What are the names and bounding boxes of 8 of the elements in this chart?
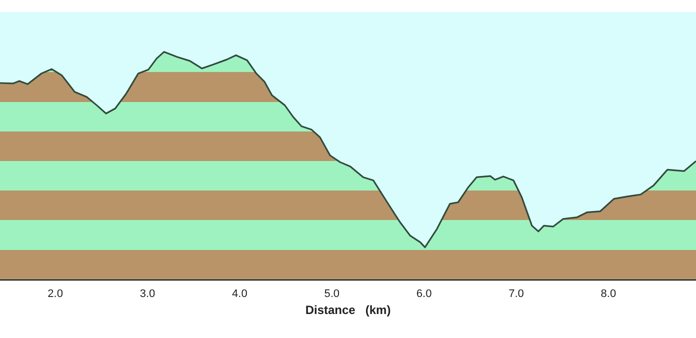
x-tick-label: 5.0: [324, 288, 340, 300]
x-tick-label: 8.0: [600, 288, 616, 300]
x-tick-label: 2.0: [48, 288, 63, 300]
x-tick-label: 6.0: [416, 288, 432, 300]
x-tick-label: 4.0: [232, 288, 248, 300]
x-axis-title: Distance (km): [305, 303, 391, 318]
x-tick-label: 3.0: [140, 288, 156, 300]
x-tick-label: 7.0: [508, 288, 524, 300]
